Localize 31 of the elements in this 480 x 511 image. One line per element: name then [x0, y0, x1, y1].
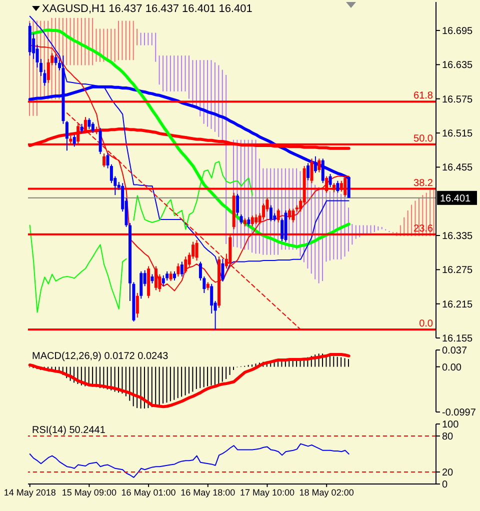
y-tick-label: -0.0997 — [442, 408, 476, 419]
y-tick-label: 0.00 — [442, 362, 462, 374]
annotation: 0.0 — [419, 318, 434, 330]
x-tick-label: 16 May 18:00 — [180, 487, 236, 498]
x-tick-label: 17 May 10:00 — [240, 487, 295, 498]
y-tick-label: 16.275 — [442, 265, 474, 276]
x-tick-label: 15 May 09:00 — [62, 487, 116, 498]
y-tick-label: 16.155 — [442, 334, 474, 345]
y-tick-label: 16.575 — [442, 94, 474, 106]
chart-title: RSI(14) 50.2441 — [32, 425, 106, 437]
y-tick-label: 16.635 — [442, 60, 474, 72]
y-tick-label: 16.215 — [442, 299, 474, 310]
y-tick-label: 16.455 — [442, 162, 474, 174]
x-tick-label: 14 May 2018 — [4, 487, 56, 498]
y-tick-label: 0.037 — [442, 346, 468, 357]
annotation: 50.0 — [414, 133, 434, 144]
x-tick-label: 18 May 02:00 — [299, 487, 354, 498]
y-tick-label: 80 — [442, 432, 454, 443]
y-tick-label: 0 — [442, 480, 448, 491]
chart-title: XAGUSD,H1 16.437 16.437 16.401 16.401 — [42, 3, 252, 15]
y-tick-label: 20 — [442, 468, 454, 479]
chart-title: MACD(12,26,9) 0.0172 0.0243 — [32, 351, 168, 363]
y-tick-label: 16.695 — [442, 26, 474, 38]
annotation: 23.6 — [414, 223, 434, 234]
y-tick-label: 100 — [442, 420, 460, 431]
x-tick-label: 16 May 01:00 — [121, 487, 176, 498]
annotation: 38.2 — [414, 178, 434, 189]
y-tick-label: 16.335 — [442, 231, 474, 242]
ref-line-label: 16.401 — [440, 193, 472, 204]
annotation: 61.8 — [414, 90, 434, 102]
y-tick-label: 16.515 — [442, 128, 474, 140]
